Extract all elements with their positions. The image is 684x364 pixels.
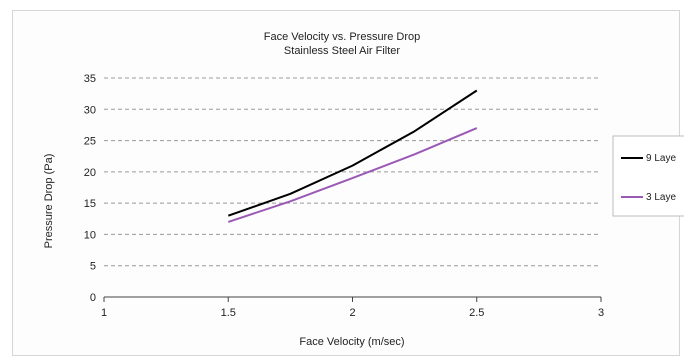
x-tick-label-2: 2: [349, 307, 355, 319]
chart-subtitle: Stainless Steel Air Filter: [284, 45, 400, 57]
plot-area: [227, 89, 478, 223]
y-tick-label-4: 20: [84, 167, 96, 179]
legend-box: [612, 135, 684, 217]
x-tick-label-4: 3: [598, 307, 604, 319]
legend: 9 Laye 3 Laye: [621, 153, 676, 203]
legend-label-0: 9 Laye: [646, 153, 676, 164]
series-line-1: [227, 127, 478, 223]
y-tick-label-6: 30: [84, 104, 96, 116]
series-line-0: [227, 89, 478, 217]
x-tick-label-3: 2.5: [469, 307, 484, 319]
x-axis-label: Face Velocity (m/sec): [299, 336, 404, 348]
legend-label-1: 3 Laye: [646, 192, 676, 203]
grid-lines: [104, 77, 601, 267]
y-tick-label-3: 15: [84, 198, 96, 210]
x-tick-label-0: 1: [101, 307, 107, 319]
y-tick-label-0: 0: [90, 292, 96, 304]
y-tick-label-5: 25: [84, 136, 96, 148]
x-axis: 1 1.5 2 2.5 3: [101, 297, 604, 319]
y-axis: 0 5 10 15 20 25 30 35: [84, 73, 96, 304]
y-tick-label-2: 10: [84, 229, 96, 241]
y-tick-label-1: 5: [90, 261, 96, 273]
y-tick-label-7: 35: [84, 73, 96, 85]
chart-title: Face Velocity vs. Pressure Drop: [264, 31, 421, 43]
x-tick-label-1: 1.5: [221, 307, 236, 319]
chart-frame: [12, 10, 680, 356]
y-axis-label: Pressure Drop (Pa): [43, 154, 55, 249]
